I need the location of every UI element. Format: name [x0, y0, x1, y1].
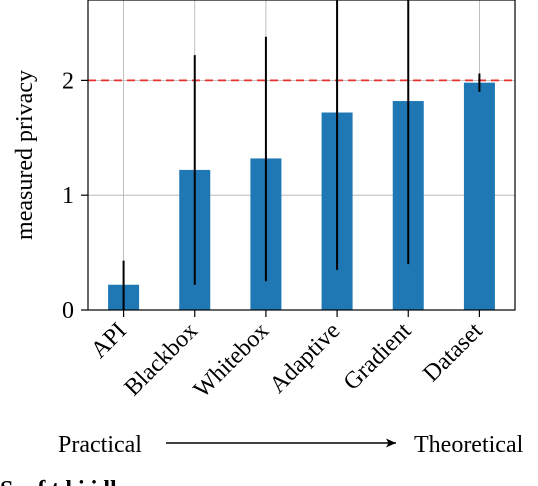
x-tick-label-dataset: Dataset — [418, 318, 488, 388]
error-bars-group — [122, 0, 481, 310]
plot-frame — [87, 0, 516, 311]
y-tick-label: 1 — [62, 183, 74, 209]
x-tick-label-adaptive: Adaptive — [265, 318, 346, 399]
practical-label: Practical — [58, 432, 142, 458]
y-ticks-group: 0 1 2 — [62, 68, 88, 324]
caption-fragment: S y f t l i i ll — [0, 477, 117, 486]
theoretical-label: Theoretical — [414, 432, 524, 458]
bars-group — [108, 82, 495, 311]
grid-lines — [88, 0, 515, 311]
x-tick-label-api: API — [86, 318, 132, 364]
x-tick-label-whitebox: Whitebox — [189, 318, 274, 403]
arrow-practical-to-theoretical — [166, 438, 396, 448]
y-tick-label: 2 — [62, 68, 74, 94]
y-tick-label: 0 — [62, 298, 74, 324]
x-tick-label-blackbox: Blackbox — [120, 318, 203, 401]
x-tick-label-gradient: Gradient — [339, 318, 417, 396]
y-axis-title: measured privacy — [12, 70, 38, 240]
bar-dataset — [463, 82, 495, 311]
